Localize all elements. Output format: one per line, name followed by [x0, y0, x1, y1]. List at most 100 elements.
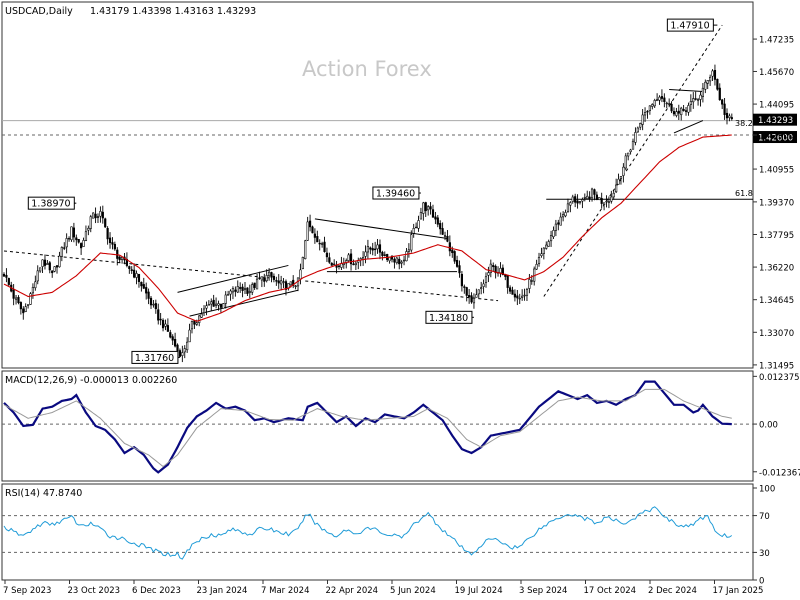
symbol-label: USDCAD,Daily [5, 6, 73, 17]
x-tick-label: 19 Jul 2024 [455, 586, 503, 596]
candles [2, 64, 733, 363]
candle-body [14, 297, 18, 300]
candle-body [321, 243, 324, 245]
flag-lower[interactable] [673, 120, 704, 134]
candle-body [313, 233, 316, 238]
sma-line [3, 134, 732, 322]
candle-body [482, 283, 485, 287]
candle-body [721, 99, 724, 105]
candle-body [605, 200, 608, 203]
candle-body [80, 243, 83, 249]
candle-body [328, 257, 331, 263]
candle-body [101, 211, 104, 219]
candle-body [557, 222, 560, 225]
candle-body [7, 278, 10, 285]
candle-body [222, 303, 225, 309]
candle-body [725, 112, 729, 119]
candle-body [547, 241, 550, 247]
candle-body [451, 249, 454, 254]
candle-body [84, 231, 88, 241]
channel-lower[interactable] [189, 289, 299, 317]
x-tick-label: 23 Jan 2024 [197, 586, 248, 596]
candle-body [352, 263, 355, 266]
candle-body [663, 97, 666, 102]
dashed-trendline-upper[interactable] [3, 250, 270, 279]
candle-body [253, 282, 256, 288]
candle-body [730, 117, 733, 120]
candle-body [709, 76, 712, 82]
rsi-panel[interactable] [1, 483, 754, 581]
candle-body [193, 320, 196, 325]
triangle-upper[interactable] [314, 218, 448, 240]
candle-body [147, 291, 150, 299]
candle-body [195, 322, 198, 325]
candle-body [525, 289, 529, 296]
candle-body [675, 111, 678, 116]
candle-body [374, 248, 377, 251]
candle-body [137, 274, 141, 282]
x-tick-label: 22 Apr 2024 [326, 586, 379, 596]
price-tick-label: 1.33070 [759, 329, 794, 339]
price-annotation-label: 1.31760 [135, 353, 174, 364]
candle-body [41, 259, 44, 267]
candle-body [159, 318, 162, 321]
candle-body [701, 87, 704, 97]
price-tick-label: 1.37795 [759, 231, 794, 241]
rally-trendline[interactable] [543, 24, 723, 297]
price-annotation-label: 1.38970 [31, 199, 70, 210]
flag-upper[interactable] [669, 88, 703, 93]
candle-body [566, 203, 570, 212]
candle-body [186, 341, 189, 351]
candle-body [728, 115, 731, 118]
candle-body [653, 100, 656, 107]
candle-body [535, 263, 538, 270]
price-tick-label: 1.45670 [759, 68, 794, 78]
axis-price-marker-label: 1.43293 [758, 116, 793, 126]
candle-body [333, 263, 336, 266]
dashed-trendline-lower[interactable] [305, 280, 499, 302]
candle-body [229, 290, 232, 295]
candle-body [412, 228, 415, 234]
candle-body [260, 276, 263, 281]
candle-body [578, 201, 582, 204]
candle-body [383, 254, 386, 256]
candle-body [513, 293, 517, 298]
candle-body [576, 200, 579, 204]
candle-body [699, 94, 702, 100]
candle-body [106, 228, 109, 240]
candle-body [422, 202, 425, 214]
candle-body [224, 294, 227, 304]
candle-body [51, 270, 54, 274]
rsi-tick-label: 30 [759, 549, 770, 559]
candle-body [581, 199, 584, 202]
channel-upper[interactable] [177, 264, 289, 293]
candle-body [458, 265, 461, 274]
candle-body [96, 216, 100, 218]
candle-body [82, 240, 85, 247]
candle-body [99, 211, 102, 217]
candle-body [475, 294, 478, 298]
candle-body [128, 266, 131, 270]
macd-tick-label: 0.00 [759, 421, 778, 431]
ohlc-readout: 1.43179 1.43398 1.43163 1.43293 [90, 6, 256, 17]
candle-body [227, 294, 230, 296]
candle-body [12, 289, 15, 299]
candle-body [528, 279, 531, 289]
candle-body [402, 259, 406, 262]
candle-body [405, 251, 408, 262]
candle-body [67, 237, 71, 240]
macd-panel[interactable] [1, 370, 754, 482]
candle-body [501, 267, 504, 275]
candle-body [617, 178, 620, 185]
candle-body [92, 212, 95, 219]
candle-body [472, 297, 476, 304]
macd-signal-line [3, 388, 732, 468]
candle-body [660, 96, 664, 99]
candle-body [48, 262, 51, 271]
candle-body [583, 197, 586, 199]
fib-label: 61.8 [735, 189, 753, 198]
candle-body [154, 303, 157, 310]
candle-body [43, 259, 47, 266]
price-panel[interactable] [1, 1, 754, 369]
